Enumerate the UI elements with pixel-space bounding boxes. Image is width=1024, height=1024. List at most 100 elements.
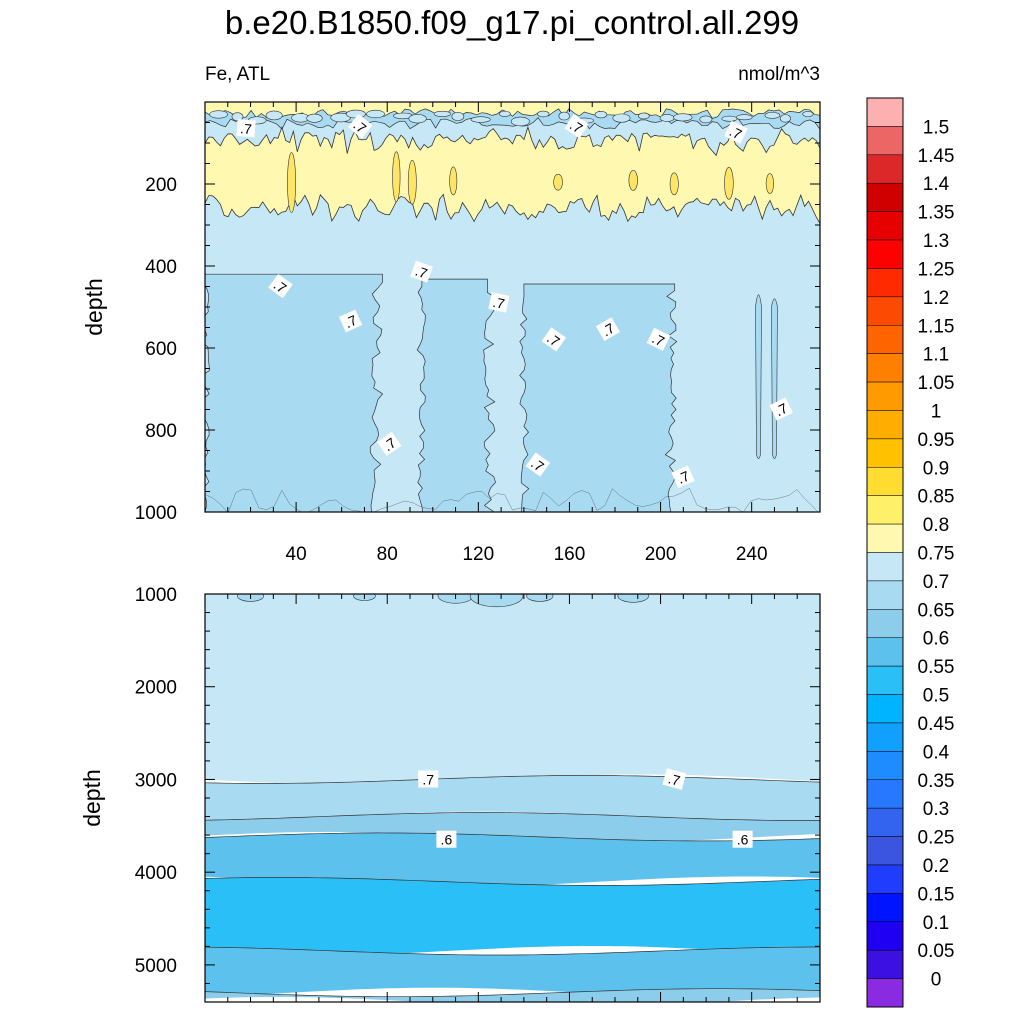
y-axis-title: depth — [81, 278, 107, 336]
colorbar-label: 0.75 — [918, 544, 955, 565]
colorbar-label: 1.05 — [918, 373, 955, 394]
contour-label: .6 — [436, 830, 457, 848]
contour-eddy — [594, 111, 608, 119]
contour-label-text: .6 — [441, 832, 453, 848]
y-tick-label: 4000 — [135, 863, 177, 884]
colorbar-label: 0.1 — [923, 913, 949, 934]
colorbar-swatch — [866, 239, 904, 269]
contour-eddy — [721, 115, 738, 122]
colorbar-label: 0.35 — [918, 771, 955, 792]
contour-lens — [669, 172, 679, 196]
contour-label: .7 — [376, 431, 402, 457]
contour-eddy — [558, 111, 570, 121]
y-tick-label: 1000 — [135, 585, 177, 606]
x-tick-label: 80 — [377, 544, 398, 565]
colorbar-swatch — [866, 779, 904, 809]
units-subtitle: nmol/m^3 — [738, 64, 820, 85]
contour-eddy — [498, 110, 511, 117]
contour-eddy — [408, 113, 427, 124]
contour-label-text: .7 — [666, 770, 682, 789]
band-fill — [205, 877, 820, 956]
contour-label: .7 — [268, 273, 293, 299]
x-tick-label: 40 — [286, 544, 307, 565]
band-fill — [205, 947, 820, 998]
contour-label: .7 — [564, 114, 589, 139]
contour-label-box — [376, 431, 402, 457]
contour-lens — [287, 152, 296, 213]
contour-lens — [553, 173, 563, 191]
band-fill — [205, 273, 384, 512]
contour-label: .7 — [410, 260, 433, 283]
contour-label-box — [268, 273, 293, 299]
contour-eddy — [764, 111, 781, 119]
y-tick-label: 400 — [145, 257, 177, 278]
contour-label-text: .7 — [422, 772, 434, 788]
contour-label-box — [347, 113, 373, 139]
contour-label-text: .7 — [413, 263, 430, 282]
contour-line — [205, 775, 820, 784]
colorbar-swatch — [866, 126, 904, 156]
contour-lens — [628, 170, 638, 191]
contour-line — [205, 988, 820, 998]
contour-lens — [724, 167, 734, 200]
contour-label: .7 — [595, 317, 620, 342]
colorbar-swatch — [866, 325, 904, 354]
contour-label-box — [671, 465, 695, 489]
colorbar-swatch — [866, 381, 904, 411]
contour-label-box — [662, 768, 687, 790]
contour-eddy — [673, 113, 693, 122]
contour-line — [205, 946, 820, 956]
contour-label: .7 — [338, 309, 363, 333]
colorbar-label: 1 — [931, 401, 942, 422]
x-tick-label: 240 — [736, 544, 768, 565]
colorbar-swatch — [866, 665, 904, 695]
contour-eddy — [537, 110, 550, 118]
contour-eddy — [451, 111, 465, 121]
contour-label-box — [488, 292, 510, 313]
colorbar-swatch — [866, 751, 904, 780]
contour-eddy — [736, 114, 753, 121]
colorbar-swatch — [866, 609, 904, 638]
contour-label-box — [732, 830, 753, 848]
contour-label-box — [410, 260, 433, 283]
contour-lens — [449, 166, 458, 196]
contour-label: .7 — [488, 292, 510, 313]
contour-spike — [755, 294, 762, 459]
contour-label: .7 — [541, 327, 567, 352]
contour-lens — [846, 163, 854, 203]
colorbar-label: 0.85 — [918, 487, 955, 508]
colorbar-label: 0.45 — [918, 714, 955, 735]
contour-eddy — [265, 110, 283, 121]
colorbar-label: 0.95 — [918, 430, 955, 451]
contour-line — [205, 877, 820, 886]
colorbar-label: 0.9 — [923, 458, 949, 479]
colorbar-label: 0.05 — [918, 941, 955, 962]
y-tick-label: 1000 — [135, 503, 177, 524]
contour-lens — [617, 594, 649, 603]
colorbar-swatch — [866, 694, 904, 724]
contour-lens — [392, 151, 401, 202]
contour-label-box — [769, 397, 793, 421]
contour-lens — [765, 173, 774, 194]
colorbar-swatch — [866, 182, 904, 212]
colorbar-swatch — [866, 211, 904, 241]
contour-label: .7 — [724, 120, 748, 144]
colorbar-label: 1.5 — [923, 117, 949, 138]
contour-label: .7 — [418, 770, 439, 788]
figure-title: b.e20.B1850.f09_g17.pi_control.all.299 — [224, 4, 800, 41]
y-tick-label: 5000 — [135, 956, 177, 977]
contour-eddy — [209, 110, 228, 119]
colorbar-swatch — [866, 523, 904, 553]
contour-label-box — [541, 327, 567, 352]
colorbar-frame — [866, 97, 904, 1008]
contour-eddy — [366, 109, 385, 119]
colorbar-swatch — [866, 580, 904, 610]
band-fill — [205, 832, 820, 887]
colorbar-swatch — [866, 807, 904, 837]
colorbar-swatch — [866, 154, 904, 184]
x-tick-label: 120 — [462, 544, 494, 565]
contour-label-box — [646, 327, 671, 351]
colorbar-swatch — [866, 949, 904, 979]
lower-contour-panel — [205, 594, 820, 1002]
